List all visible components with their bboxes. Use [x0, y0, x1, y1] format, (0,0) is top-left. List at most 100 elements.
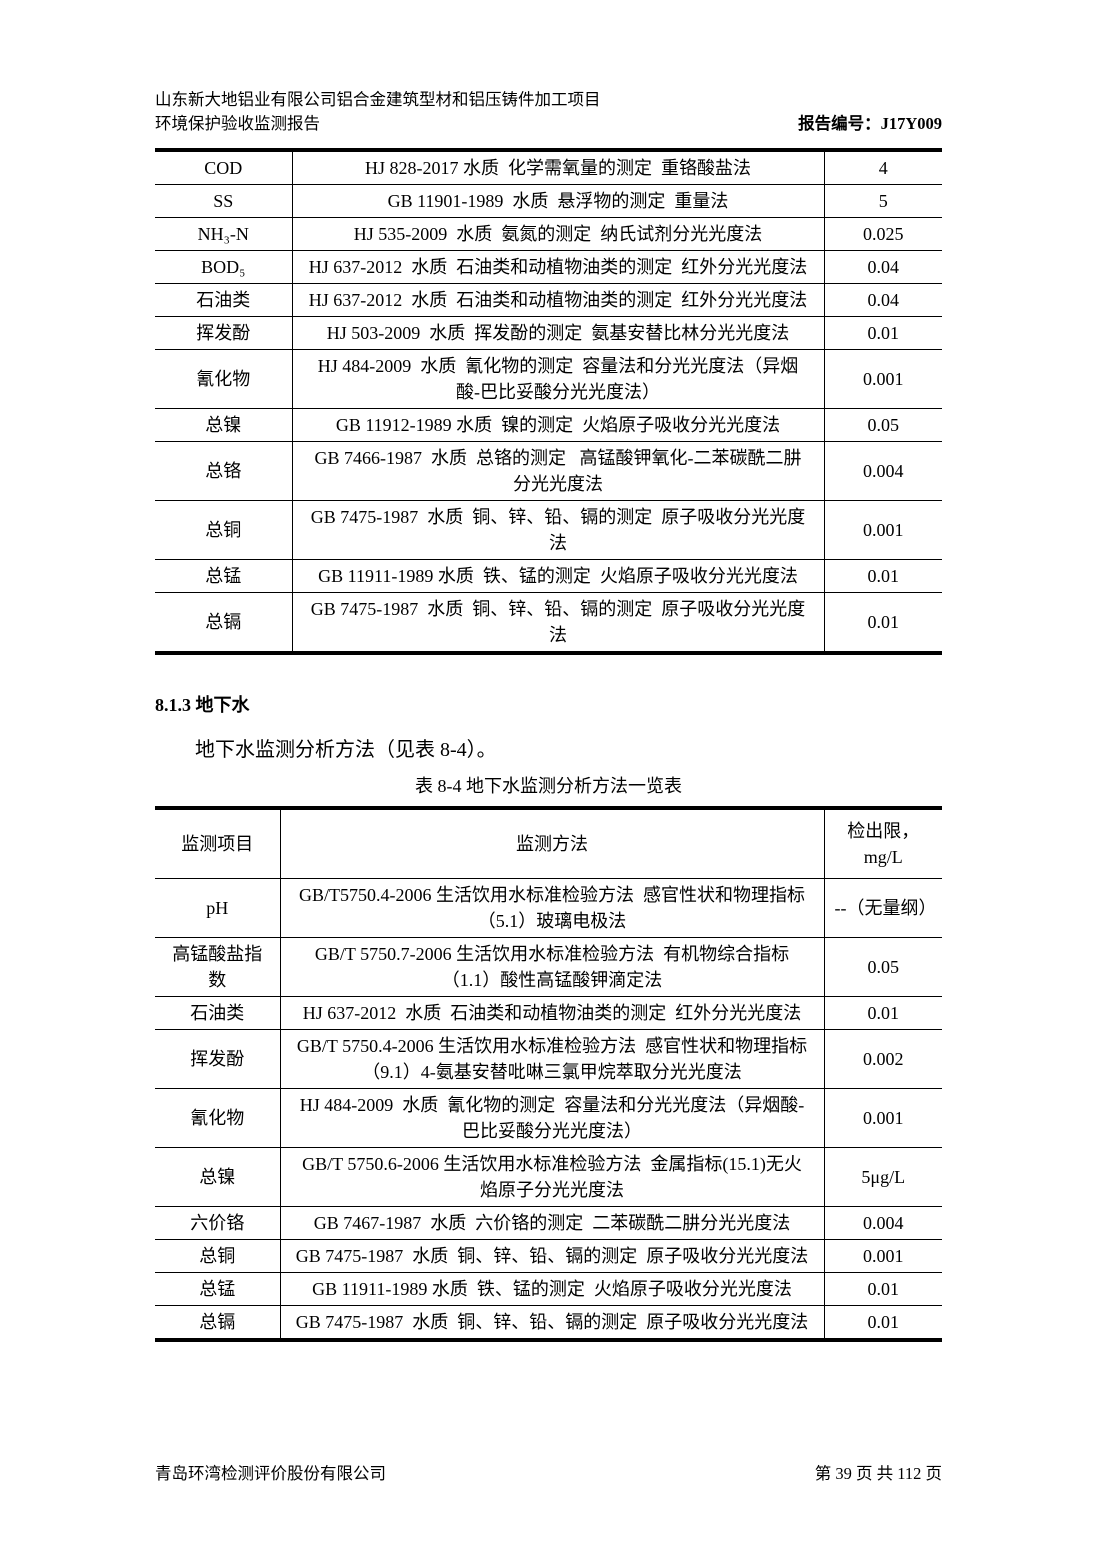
- detection-limit-cell: 0.04: [824, 249, 942, 284]
- monitoring-method-cell: GB 7475-1987 水质 铜、锌、铅、镉的测定 原子吸收分光光度法: [280, 1238, 825, 1273]
- table-row: 总镍 GB 11912-1989 水质 镍的测定 火焰原子吸收分光光度法 0.0…: [155, 407, 942, 442]
- header-report-title: 环境保护验收监测报告: [155, 113, 320, 133]
- table-row: BOD₅ HJ 637-2012 水质 石油类和动植物油类的测定 红外分光光度法…: [155, 249, 942, 284]
- detection-limit-cell: 5: [824, 183, 942, 218]
- table-row: 总锰 GB 11911-1989 水质 铁、锰的测定 火焰原子吸收分光光度法 0…: [155, 1271, 942, 1306]
- detection-limit-cell: 0.001: [824, 1087, 942, 1148]
- table-row: 总铜 GB 7475-1987 水质 铜、锌、铅、镉的测定 原子吸收分光光度法 …: [155, 1238, 942, 1273]
- table-row: 总铬 GB 7466-1987 水质 总铬的测定 高锰酸钾氧化-二苯碳酰二肼分光…: [155, 440, 942, 501]
- table-row: 总镉 GB 7475-1987 水质 铜、锌、铅、镉的测定 原子吸收分光光度法 …: [155, 1304, 942, 1340]
- column-header-limit: 检出限， mg/L: [847, 820, 920, 867]
- monitoring-item-cell: 石油类: [155, 995, 281, 1030]
- monitoring-method-cell: GB/T 5750.6-2006 生活饮用水标准检验方法 金属指标(15.1)无…: [280, 1146, 825, 1207]
- table-row: 氰化物 HJ 484-2009 水质 氰化物的测定 容量法和分光光度法（异烟酸-…: [155, 1087, 942, 1148]
- table-row: 石油类 HJ 637-2012 水质 石油类和动植物油类的测定 红外分光光度法 …: [155, 995, 942, 1030]
- monitoring-item-cell: SS: [155, 183, 293, 218]
- detection-limit-cell: 0.004: [824, 440, 942, 501]
- monitoring-method-cell: GB 11911-1989 水质 铁、锰的测定 火焰原子吸收分光光度法: [280, 1271, 825, 1306]
- detection-limit-cell: 5μg/L: [824, 1146, 942, 1207]
- monitoring-item-cell: 总镍: [155, 407, 293, 442]
- detection-limit-cell: 0.001: [824, 499, 942, 560]
- monitoring-item-cell: 总铜: [155, 499, 293, 560]
- monitoring-item-cell: 石油类: [155, 282, 293, 317]
- monitoring-method-cell: GB 11912-1989 水质 镍的测定 火焰原子吸收分光光度法: [292, 407, 825, 442]
- detection-limit-cell: 0.001: [824, 348, 942, 409]
- table-row: COD HJ 828-2017 水质 化学需氧量的测定 重铬酸盐法 4: [155, 149, 942, 185]
- monitoring-item-cell: 总铬: [155, 440, 293, 501]
- detection-limit-cell: 0.001: [824, 1238, 942, 1273]
- monitoring-method-cell: GB 7466-1987 水质 总铬的测定 高锰酸钾氧化-二苯碳酰二肼分光光度法: [292, 440, 825, 501]
- detection-limit-cell: 0.01: [824, 1271, 942, 1306]
- monitoring-item-cell: 总镍: [155, 1146, 281, 1207]
- detection-limit-cell: 0.01: [824, 315, 942, 350]
- detection-limit-cell: 0.004: [824, 1205, 942, 1240]
- detection-limit-cell: 0.01: [824, 995, 942, 1030]
- monitoring-method-cell: GB 11911-1989 水质 铁、锰的测定 火焰原子吸收分光光度法: [292, 558, 825, 593]
- monitoring-item-cell: 挥发酚: [155, 1028, 281, 1089]
- monitoring-item-cell: 总镉: [155, 591, 293, 653]
- footer-page-number: 第 39 页 共 112 页: [814, 1464, 942, 1483]
- detection-limit-cell: --（无量纲）: [824, 877, 942, 938]
- footer-company-name: 青岛环湾检测评价股份有限公司: [155, 1464, 386, 1483]
- table-row: 高锰酸盐指数 GB/T 5750.7-2006 生活饮用水标准检验方法 有机物综…: [155, 936, 942, 997]
- table-header-row: 监测项目 监测方法 检出限， mg/L: [155, 807, 942, 879]
- table-row: 六价铬 GB 7467-1987 水质 六价铬的测定 二苯碳酰二肼分光光度法 0…: [155, 1205, 942, 1240]
- monitoring-method-cell: HJ 637-2012 水质 石油类和动植物油类的测定 红外分光光度法: [292, 249, 825, 284]
- detection-limit-cell: 0.01: [824, 591, 942, 653]
- monitoring-method-cell: GB 7475-1987 水质 铜、锌、铅、镉的测定 原子吸收分光光度法: [292, 499, 825, 560]
- monitoring-method-cell: HJ 637-2012 水质 石油类和动植物油类的测定 红外分光光度法: [292, 282, 825, 317]
- detection-limit-cell: 0.01: [824, 558, 942, 593]
- monitoring-method-cell: GB/T5750.4-2006 生活饮用水标准检验方法 感官性状和物理指标（5.…: [280, 877, 825, 938]
- monitoring-item-cell: 氰化物: [155, 348, 293, 409]
- monitoring-method-cell: GB/T 5750.7-2006 生活饮用水标准检验方法 有机物综合指标（1.1…: [280, 936, 825, 997]
- detection-limit-cell: 0.05: [824, 936, 942, 997]
- table-row: 总铜 GB 7475-1987 水质 铜、锌、铅、镉的测定 原子吸收分光光度法 …: [155, 499, 942, 560]
- detection-limit-cell: 0.04: [824, 282, 942, 317]
- document-footer: 青岛环湾检测评价股份有限公司 第 39 页 共 112 页: [155, 1460, 942, 1484]
- monitoring-method-cell: HJ 484-2009 水质 氰化物的测定 容量法和分光光度法（异烟酸-巴比妥酸…: [292, 348, 825, 409]
- monitoring-method-cell: HJ 535-2009 水质 氨氮的测定 纳氏试剂分光光度法: [292, 216, 825, 251]
- monitoring-method-cell: HJ 828-2017 水质 化学需氧量的测定 重铬酸盐法: [292, 149, 825, 185]
- detection-limit-cell: 4: [878, 157, 888, 178]
- monitoring-item-cell: 挥发酚: [155, 315, 293, 350]
- column-header-item: 监测项目: [155, 807, 281, 879]
- table-row: 总镍 GB/T 5750.6-2006 生活饮用水标准检验方法 金属指标(15.…: [155, 1146, 942, 1207]
- monitoring-method-cell: GB 11901-1989 水质 悬浮物的测定 重量法: [292, 183, 825, 218]
- monitoring-method-cell: GB 7475-1987 水质 铜、锌、铅、镉的测定 原子吸收分光光度法: [280, 1304, 825, 1340]
- header-project-title: 山东新大地铝业有限公司铝合金建筑型材和铝压铸件加工项目: [155, 90, 601, 109]
- monitoring-item-cell: NH₃-N: [155, 216, 293, 251]
- monitoring-method-cell: HJ 637-2012 水质 石油类和动植物油类的测定 红外分光光度法: [280, 995, 825, 1030]
- page-content: 山东新大地铝业有限公司铝合金建筑型材和铝压铸件加工项目 环境保护验收监测报告 报…: [155, 0, 942, 1342]
- table-row: 氰化物 HJ 484-2009 水质 氰化物的测定 容量法和分光光度法（异烟酸-…: [155, 348, 942, 409]
- monitoring-item-cell: 总锰: [155, 1271, 281, 1306]
- monitoring-item-cell: COD: [155, 149, 293, 185]
- monitoring-item-cell: 总锰: [155, 558, 293, 593]
- monitoring-item-cell: 六价铬: [155, 1205, 281, 1240]
- monitoring-method-cell: HJ 484-2009 水质 氰化物的测定 容量法和分光光度法（异烟酸-巴比妥酸…: [280, 1087, 825, 1148]
- report-number: 报告编号：J17Y009: [798, 113, 942, 133]
- body-paragraph: 地下水监测分析方法（见表 8-4）。: [195, 738, 497, 761]
- table-row: NH₃-N HJ 535-2009 水质 氨氮的测定 纳氏试剂分光光度法 0.0…: [155, 216, 942, 251]
- monitoring-method-cell: HJ 503-2009 水质 挥发酚的测定 氨基安替比林分光光度法: [292, 315, 825, 350]
- table-caption: 表 8-4 地下水监测分析方法一览表: [415, 775, 682, 796]
- table-row: 挥发酚 HJ 503-2009 水质 挥发酚的测定 氨基安替比林分光光度法 0.…: [155, 315, 942, 350]
- monitoring-item-cell: 总铜: [155, 1238, 281, 1273]
- monitoring-method-cell: GB 7475-1987 水质 铜、锌、铅、镉的测定 原子吸收分光光度法: [292, 591, 825, 653]
- monitoring-method-cell: GB/T 5750.4-2006 生活饮用水标准检验方法 感官性状和物理指标（9…: [280, 1028, 825, 1089]
- monitoring-item-cell: 高锰酸盐指数: [155, 936, 281, 997]
- monitoring-item-cell: 总镉: [155, 1304, 281, 1340]
- column-header-method: 监测方法: [280, 807, 825, 879]
- wastewater-methods-table: COD HJ 828-2017 水质 化学需氧量的测定 重铬酸盐法 4 SS G…: [155, 147, 942, 655]
- detection-limit-cell: 0.05: [824, 407, 942, 442]
- detection-limit-cell: 0.025: [824, 216, 942, 251]
- document-header: 山东新大地铝业有限公司铝合金建筑型材和铝压铸件加工项目 环境保护验收监测报告 报…: [155, 0, 942, 136]
- table-row: pH GB/T5750.4-2006 生活饮用水标准检验方法 感官性状和物理指标…: [155, 877, 942, 938]
- monitoring-item-cell: pH: [155, 877, 281, 938]
- table-row: SS GB 11901-1989 水质 悬浮物的测定 重量法 5: [155, 183, 942, 218]
- detection-limit-cell: 0.01: [824, 1304, 942, 1340]
- table-row: 总镉 GB 7475-1987 水质 铜、锌、铅、镉的测定 原子吸收分光光度法 …: [155, 591, 942, 653]
- detection-limit-cell: 0.002: [824, 1028, 942, 1089]
- groundwater-methods-table: 监测项目 监测方法 检出限， mg/L pH GB/T5750.4-2006 生…: [155, 805, 942, 1342]
- table-row: 总锰 GB 11911-1989 水质 铁、锰的测定 火焰原子吸收分光光度法 0…: [155, 558, 942, 593]
